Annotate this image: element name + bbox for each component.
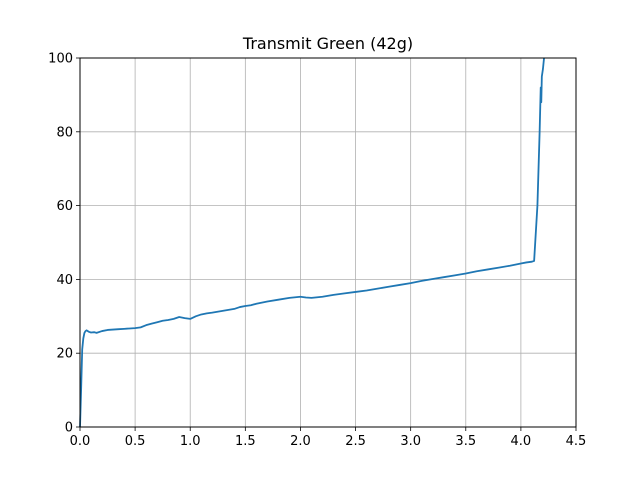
- y-tick-label: 60: [56, 199, 73, 214]
- x-tick-label: 0.5: [125, 434, 146, 449]
- grid: [79, 57, 577, 428]
- x-axis: 0.0 0.5 1.0 1.5 2.0 2.5 3.0 3.5 4.0 4.5: [70, 427, 587, 449]
- x-tick-label: 3.5: [455, 434, 476, 449]
- x-tick-label: 4.0: [511, 434, 532, 449]
- y-tick-label: 80: [56, 125, 73, 140]
- x-tick-label: 1.5: [235, 434, 256, 449]
- x-tick-label: 2.0: [290, 434, 311, 449]
- y-tick-label: 100: [48, 52, 73, 67]
- x-tick-label: 0.0: [70, 434, 91, 449]
- series-line-0: [79, 57, 545, 428]
- y-tick-label: 20: [56, 347, 73, 362]
- x-tick-label: 1.0: [180, 434, 201, 449]
- y-tick-label: 0: [65, 421, 73, 436]
- x-tick-label: 2.5: [345, 434, 366, 449]
- series-layer: [79, 57, 545, 428]
- plot-frame: [79, 57, 577, 428]
- chart-title: Transmit Green (42g): [242, 34, 413, 53]
- x-tick-label: 3.0: [400, 434, 421, 449]
- x-tick-label: 4.5: [566, 434, 587, 449]
- y-tick-label: 40: [56, 273, 73, 288]
- y-axis: 0 20 40 60 80 100: [48, 52, 80, 436]
